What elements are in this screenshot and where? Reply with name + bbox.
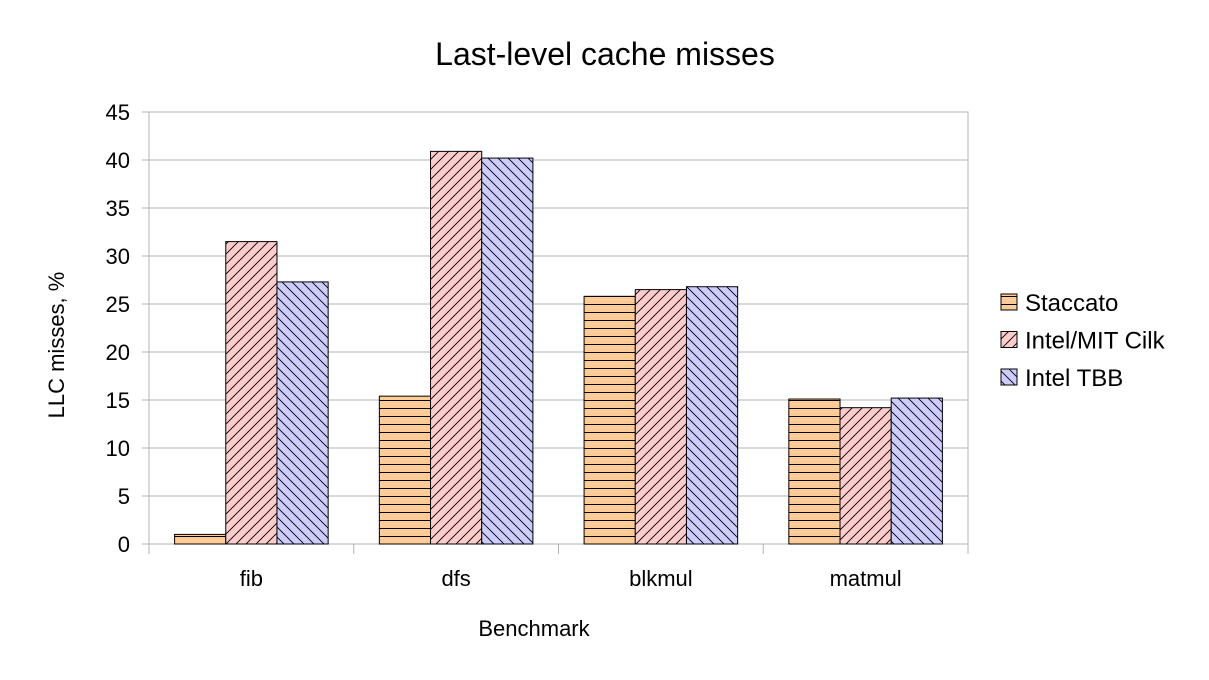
x-tick-label: dfs — [441, 566, 470, 591]
chart-title: Last-level cache misses — [435, 36, 775, 72]
legend: Staccato Intel/MIT Cilk Intel TBB — [1000, 290, 1166, 392]
legend-label: Intel/MIT Cilk — [1025, 328, 1166, 355]
x-tick-label: fib — [240, 566, 263, 591]
x-tick-label: blkmul — [629, 566, 693, 591]
y-tick-label: 20 — [106, 340, 130, 365]
legend-swatch — [1000, 368, 1018, 386]
bars — [174, 150, 943, 545]
bar-intel-tbb-matmul — [890, 397, 943, 545]
y-tick-label: 45 — [106, 100, 130, 125]
legend-label: Intel TBB — [1025, 365, 1123, 392]
y-tick-label: 35 — [106, 196, 130, 221]
bar-intel-mit-cilk-blkmul — [634, 289, 687, 545]
bar-staccato-blkmul — [583, 295, 636, 545]
y-tick-label: 30 — [106, 244, 130, 269]
bar-intel-tbb-fib — [276, 281, 329, 545]
bar-intel-mit-cilk-dfs — [430, 150, 483, 545]
y-tick-label: 25 — [106, 292, 130, 317]
bar-intel-mit-cilk-matmul — [839, 407, 892, 545]
legend-swatch — [1000, 331, 1018, 348]
x-axis-label: Benchmark — [478, 616, 590, 641]
axes: 0 5 10 15 20 25 30 35 40 45 fib dfs blkmul matmul — [106, 100, 969, 591]
y-tick-label: 5 — [118, 484, 130, 509]
y-tick-label: 40 — [106, 148, 130, 173]
bar-intel-tbb-dfs — [481, 157, 534, 545]
y-tick-label: 15 — [106, 388, 130, 413]
y-tick-label: 10 — [106, 436, 130, 461]
legend-label: Staccato — [1025, 290, 1118, 317]
bar-intel-mit-cilk-fib — [225, 241, 278, 545]
bar-intel-tbb-blkmul — [685, 286, 739, 545]
x-tick-label: matmul — [830, 566, 902, 591]
y-tick-label: 0 — [118, 532, 130, 557]
bar-staccato-matmul — [788, 398, 841, 545]
legend-swatch — [1000, 293, 1018, 311]
bar-staccato-dfs — [378, 395, 432, 545]
y-axis-label: LLC misses, % — [44, 272, 69, 419]
bar-staccato-fib — [174, 533, 227, 545]
